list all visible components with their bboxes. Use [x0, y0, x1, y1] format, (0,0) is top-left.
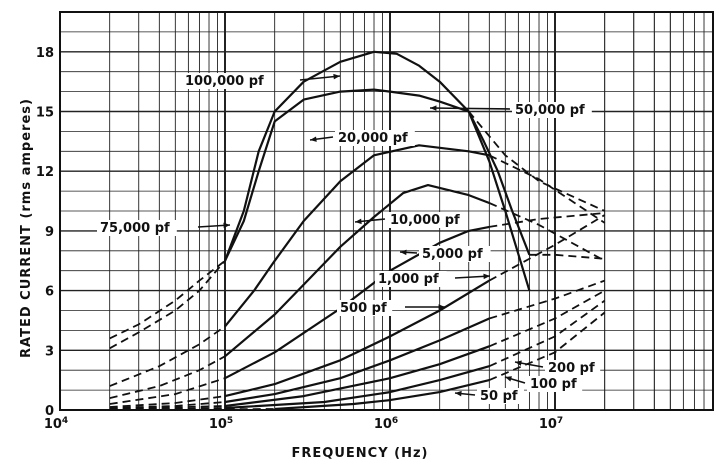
curve-dashed-low-75-000-pf	[109, 260, 226, 350]
x-tick-label: 107	[539, 416, 563, 432]
arrowhead-100-000-pf	[333, 73, 340, 80]
curve-dashed-low-5-000-pf	[109, 377, 226, 405]
y-tick-label: 18	[36, 46, 54, 61]
curve-100-000-pf	[223, 50, 531, 291]
label-bg-20-000-pf	[335, 130, 415, 146]
curve-label-200-pf: 200 pf	[548, 361, 595, 376]
arrowhead-500-pf	[438, 304, 445, 310]
curve-label-500-pf: 500 pf	[340, 301, 387, 316]
curve-20-000-pf	[224, 144, 490, 328]
x-axis-title: FREQUENCY (Hz)	[292, 446, 429, 461]
curve-label-100-000-pf: 100,000 pf	[185, 74, 264, 89]
curve-dashed-low-100-000-pf	[109, 260, 226, 340]
arrowhead-100-pf	[505, 376, 512, 382]
curve-dashed-high-100-pf	[488, 299, 606, 368]
y-tick-labels: 0 3 6 9 12 15 18	[36, 46, 54, 419]
x-tick-label: 105	[209, 416, 233, 432]
curve-dashed-low-50-pf	[109, 408, 275, 411]
curve-dashed-low-500-pf	[109, 401, 226, 409]
plot-frame	[59, 11, 714, 411]
arrowhead-50-000-pf	[430, 105, 437, 111]
curve-dashed-high-500-pf	[489, 279, 606, 320]
label-bg-200-pf	[545, 360, 601, 376]
arrowhead-50-pf	[455, 390, 462, 397]
label-bg-50-000-pf	[512, 102, 592, 118]
arrowhead-75-000-pf	[223, 222, 230, 229]
chart-curves	[109, 50, 606, 411]
curve-dashed-high-5-000-pf	[489, 212, 605, 228]
curve-dashed-high-50-pf	[488, 311, 606, 381]
x-tick-labels: 104 105 106 107	[44, 416, 563, 432]
label-bg-75-000-pf	[97, 220, 177, 236]
curve-label-50-000-pf: 50,000 pf	[515, 103, 585, 118]
curve-50-pf	[274, 379, 490, 411]
chart-grid	[59, 11, 713, 410]
arrowhead-10-000-pf	[355, 218, 362, 225]
label-bg-100-000-pf	[182, 73, 270, 89]
label-bg-10-000-pf	[387, 212, 467, 228]
y-tick-label: 0	[45, 404, 54, 419]
arrowhead-5-000-pf	[400, 249, 407, 256]
curve-dashed-high-50-000-pf	[529, 253, 605, 260]
x-tick-label: 106	[374, 416, 398, 432]
curve-dashed-high-200-pf	[488, 289, 606, 348]
y-tick-label: 12	[36, 165, 54, 180]
curve-75-000-pf	[224, 88, 470, 262]
curve-1-000-pf	[224, 279, 490, 398]
curve-dashed-low-200-pf	[109, 405, 226, 410]
curve-dashed-high-20-000-pf	[488, 154, 606, 224]
curve-label-10-000-pf: 10,000 pf	[390, 213, 460, 228]
arrowhead-20-000-pf	[310, 136, 317, 142]
y-tick-label: 6	[45, 285, 54, 300]
curve-200-pf	[224, 345, 490, 408]
curve-label-50-pf: 50 pf	[480, 389, 518, 404]
leader-50-000-pf	[429, 107, 511, 110]
curve-label-1-000-pf: 1,000 pf	[378, 272, 439, 287]
y-axis-title: RATED CURRENT (rms amperes)	[19, 98, 34, 358]
arrowhead-200-pf	[515, 360, 522, 366]
y-tick-label: 15	[36, 106, 54, 121]
curve-label-5-000-pf: 5,000 pf	[422, 247, 483, 262]
plot-border	[59, 11, 714, 411]
x-tick-label: 104	[44, 416, 68, 432]
y-tick-label: 3	[45, 344, 54, 359]
label-bg-1-000-pf	[375, 271, 447, 287]
leader-100-000-pf	[299, 75, 341, 81]
curve-dashed-low-1-000-pf	[109, 395, 226, 408]
label-bg-5-000-pf	[419, 246, 491, 262]
label-bg-500-pf	[337, 300, 393, 316]
curve-label-20-000-pf: 20,000 pf	[338, 131, 408, 146]
label-bg-50-pf	[477, 388, 524, 404]
curve-100-pf	[224, 365, 490, 410]
curve-dashed-high-10-000-pf	[488, 202, 606, 262]
label-bg-100-pf	[527, 376, 583, 392]
y-tick-label: 9	[45, 225, 54, 240]
curve-dashed-low-20-000-pf	[109, 325, 226, 387]
curve-50-000-pf	[467, 111, 531, 256]
curve-dashed-low-10-000-pf	[109, 355, 226, 399]
curve-dashed-high-75-000-pf	[468, 110, 606, 212]
curve-label-75-000-pf: 75,000 pf	[100, 221, 170, 236]
curve-5-000-pf	[224, 225, 490, 380]
curve-10-000-pf	[224, 184, 490, 358]
curve-label-100-pf: 100 pf	[530, 377, 577, 392]
curve-500-pf	[224, 317, 490, 404]
arrowhead-1-000-pf	[483, 273, 490, 280]
curve-labels: 100,000 pf 50,000 pf 20,000 pf 75,000 pf 10,…	[97, 73, 601, 404]
